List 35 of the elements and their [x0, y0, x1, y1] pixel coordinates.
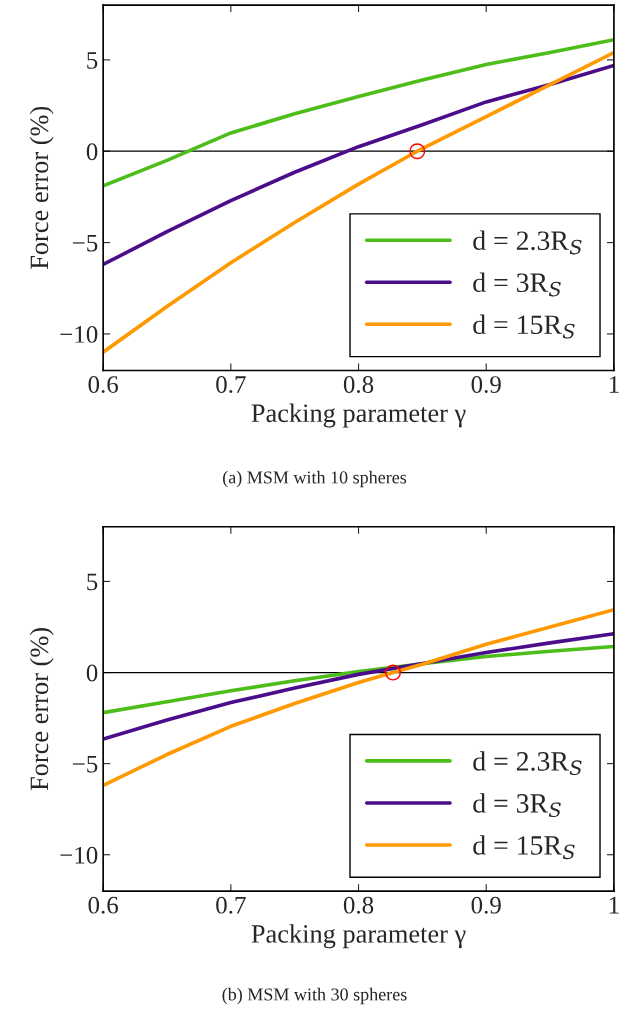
x-axis-title: Packing parameter γ [251, 924, 466, 949]
x-tick-label: 0.8 [343, 896, 374, 914]
line-series [103, 63, 614, 267]
legend-label: d = 15R$_{S}$ [473, 314, 575, 339]
line-series [103, 631, 614, 741]
y-tick-label: −5 [72, 755, 98, 773]
x-tick-label: 1 [609, 376, 619, 393]
y-tick-label: 5 [87, 52, 98, 69]
y-tick-label: −10 [60, 325, 98, 343]
x-tick-label: 0.9 [471, 376, 501, 394]
x-tick-label: 0.7 [216, 896, 246, 914]
text: (a) MSM with 10 spheres [223, 470, 407, 488]
text: (b) MSM with 30 spheres [222, 987, 407, 1005]
x-axis-title: Packing parameter γ [251, 403, 466, 428]
legend-label: d = 2.3R$_{S}$ [473, 230, 582, 255]
legend-label: d = 3R$_{S}$ [473, 793, 561, 818]
y-tick-label: −10 [60, 846, 98, 864]
x-tick-label: 0.7 [216, 376, 246, 394]
y-tick-label: 0 [86, 143, 98, 161]
x-tick-label: 0.8 [343, 376, 374, 394]
line-series [103, 50, 614, 355]
x-tick-label: 0.6 [88, 896, 119, 914]
y-tick-label: 0 [86, 664, 98, 682]
x-tick-label: 0.6 [88, 376, 119, 394]
y-axis-title: Force error (%) [29, 106, 54, 270]
x-tick-label: 1 [609, 896, 619, 914]
y-tick-label: 5 [87, 573, 98, 591]
legend-label: d = 15R$_{S}$ [473, 835, 575, 860]
line-series [103, 607, 614, 788]
legend-label: d = 2.3R$_{S}$ [473, 751, 582, 776]
legend-label: d = 3R$_{S}$ [473, 272, 561, 297]
line-series [103, 37, 614, 188]
x-tick-label: 0.9 [471, 896, 501, 914]
y-tick-label: −5 [72, 234, 98, 252]
y-axis-title: Force error (%) [29, 628, 54, 791]
